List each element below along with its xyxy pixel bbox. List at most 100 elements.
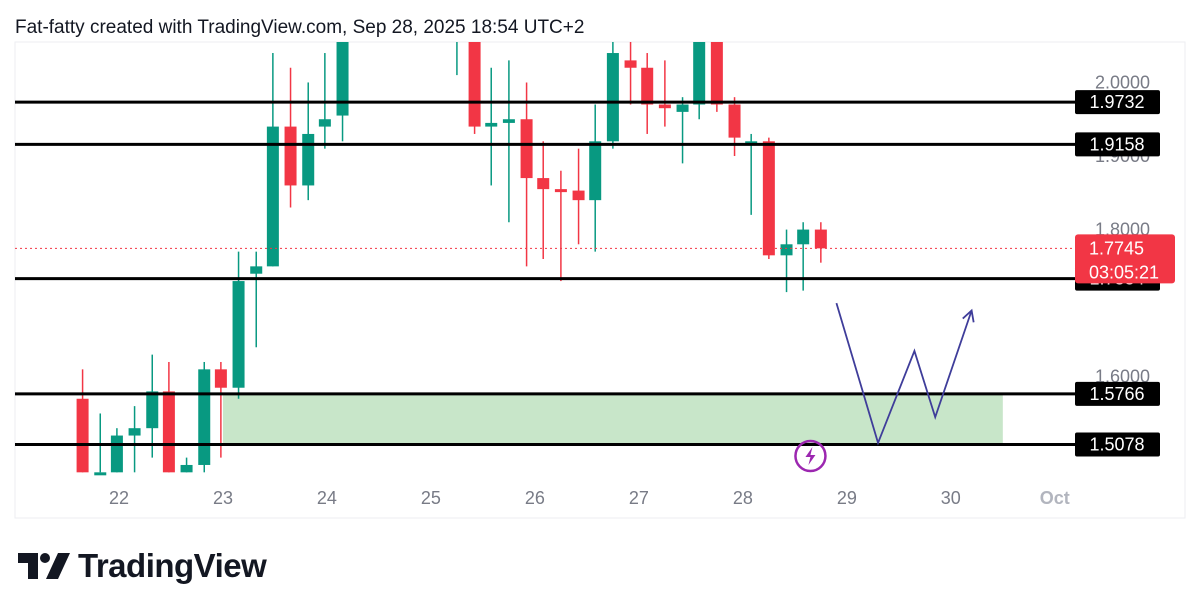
candle-body [318,119,331,127]
candle-body [624,60,637,68]
candle [624,42,637,105]
candle [76,369,89,473]
candle [780,229,793,293]
candle [676,97,689,164]
candle-body [606,53,619,142]
candle [198,361,211,473]
candle [710,42,723,112]
level-label: 1.9158 [1089,134,1144,154]
brand-name: TradingView [78,547,267,584]
level-label-box [1075,432,1160,457]
price-level: 1.9732 [15,90,1160,115]
level-label-box [1075,132,1160,157]
candle [162,361,175,473]
candle [693,42,706,120]
candle-body [710,42,723,105]
candle-body [76,398,89,473]
price-level: 1.5078 [15,432,1160,457]
candle-body [336,42,349,116]
candle-body [94,472,107,476]
level-label: 1.5078 [1089,435,1144,455]
flash-icon[interactable] [794,439,827,473]
candle [762,137,775,259]
x-tick-label: 28 [733,488,753,508]
candle [146,354,159,458]
candle [266,53,279,267]
candle-body [485,122,498,127]
projection-path [835,302,973,446]
candle-body [589,141,602,201]
candle-body [658,104,671,109]
candle-body [110,435,123,473]
candle-body [745,141,758,145]
tradingview-logo-icon [18,553,70,579]
candle [589,104,602,252]
candle-body [572,190,585,201]
candle-body [232,281,245,388]
current-price-label: 1.7745 [1089,238,1144,258]
candle-body [214,369,227,388]
candle [284,67,297,208]
candle-body [693,42,706,105]
candle [814,222,827,263]
candle [250,251,263,348]
price-level: 1.9158 [15,132,1160,157]
candle-body [520,119,533,179]
bar-countdown-label: 03:05:21 [1089,262,1159,282]
level-label-box [1075,90,1160,115]
level-label: 1.5766 [1089,384,1144,404]
candle-body [502,119,515,123]
candle [94,413,107,476]
candle-body [728,104,741,138]
x-tick-label: 22 [109,488,129,508]
candle-body [146,391,159,429]
chart-header-text: Fat-fatty created with TradingView.com, … [15,17,585,38]
candle-body [451,38,463,41]
flash-icon-ring [794,439,827,473]
candle-body [266,126,279,267]
x-tick-label: 30 [941,488,961,508]
candle [180,457,193,473]
candle [520,82,533,267]
x-axis: 22 23 24 25 26 27 28 29 30 Oct [109,488,1070,508]
candle-body [284,126,297,186]
candle [554,170,567,282]
candle-body [250,266,263,274]
horizontal-levels: 1.97321.91581.73341.57661.50781.774503:0… [15,90,1175,457]
level-label-box [1075,381,1160,406]
candle [728,97,741,157]
candle [232,251,245,399]
projection-arrowhead [962,308,975,323]
candle [641,53,654,134]
x-tick-label: Oct [1040,488,1070,508]
x-tick-label: 26 [525,488,545,508]
x-tick-label: 24 [317,488,337,508]
candle [336,42,349,142]
candle [485,67,498,186]
level-label: 1.9732 [1089,92,1144,112]
candle-body [554,189,567,193]
x-tick-label: 29 [837,488,857,508]
candle [606,42,619,149]
candle-body [537,178,550,190]
candle-body [797,229,810,245]
candle [658,60,671,127]
candle [214,361,227,458]
y-tick-label: 2.0000 [1095,72,1150,92]
current-price-tag: 1.7745 03:05:21 [1075,234,1175,284]
candle-body [128,428,141,436]
candle [502,60,515,223]
y-tick-label: 1.6000 [1095,367,1150,387]
candle-body [641,67,654,105]
x-tick-label: 27 [629,488,649,508]
candle-body [302,133,315,186]
candle [745,133,758,215]
candle-body [780,244,793,256]
demand-zone [222,393,1003,445]
brand-logo[interactable]: TradingView [18,546,267,586]
candle-body [162,391,175,473]
candle [468,42,481,134]
candle-body [676,104,689,112]
x-tick-label: 25 [421,488,441,508]
